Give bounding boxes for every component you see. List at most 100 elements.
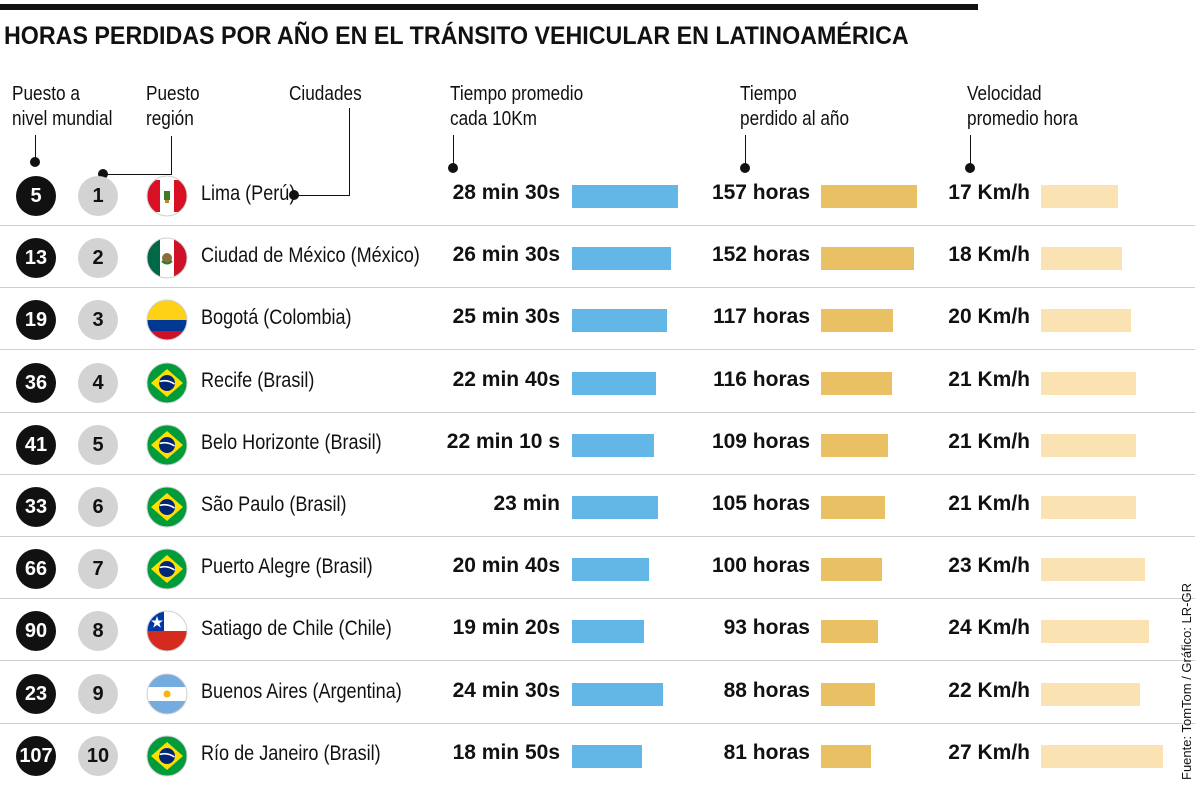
time-lost-label: 109 horas xyxy=(711,429,810,453)
region-rank-badge: 5 xyxy=(78,424,118,465)
header-time-lost-line2: perdido al año xyxy=(740,108,850,130)
table-row: 23 9 Buenos Aires (Argentina) 24 min 30s 88 … xyxy=(0,662,1195,724)
time-10km-label: 20 min 40s xyxy=(452,554,560,578)
time-lost-bar xyxy=(821,496,885,519)
city-name: São Paulo (Brasil) xyxy=(201,493,347,516)
world-rank-badge: 5 xyxy=(16,176,56,216)
world-rank-badge: 90 xyxy=(16,611,56,652)
time-lost-label: 88 horas xyxy=(723,678,810,702)
table-row: 36 4 Recife (Brasil) 22 min 40s 116 horas 21 … xyxy=(0,351,1195,413)
speed-bar xyxy=(1041,558,1145,582)
speed-label: 22 Km/h xyxy=(948,678,1030,702)
time-lost-label: 117 horas xyxy=(713,305,810,329)
leader-cities-horizontal xyxy=(294,195,350,196)
chart-title: HORAS PERDIDAS POR AÑO EN EL TRÁNSITO VE… xyxy=(4,22,909,50)
header-region-rank-line2: región xyxy=(146,108,194,130)
chile-flag-icon xyxy=(146,610,188,652)
leader-cities-dot xyxy=(289,190,299,200)
time-10km-label: 24 min 30s xyxy=(452,678,560,702)
table-row: 66 7 Puerto Alegre (Brasil) 20 min 40s 100 h… xyxy=(0,537,1195,600)
time-lost-label: 100 horas xyxy=(711,554,810,578)
time-10km-label: 22 min 10 s xyxy=(446,429,560,453)
row-divider xyxy=(0,598,1195,600)
header-cities: Ciudades xyxy=(289,82,362,107)
time-lost-label: 93 horas xyxy=(723,616,810,640)
header-time-10km-line1: Tiempo promedio xyxy=(450,83,584,105)
brasil-flag-icon xyxy=(146,735,188,777)
world-rank-badge: 23 xyxy=(16,673,56,714)
time-10km-bar xyxy=(572,496,658,519)
leader-time-dot xyxy=(448,163,458,173)
row-divider xyxy=(0,349,1195,351)
city-name: Buenos Aires (Argentina) xyxy=(201,679,402,703)
table-row: 13 2 Ciudad de México (México) 26 min 30s 15… xyxy=(0,226,1195,289)
city-name: Recife (Brasil) xyxy=(201,368,315,392)
speed-bar xyxy=(1041,185,1118,208)
speed-label: 18 Km/h xyxy=(948,243,1030,267)
top-rule xyxy=(0,4,978,10)
speed-bar xyxy=(1041,433,1136,457)
time-lost-label: 152 horas xyxy=(711,243,810,267)
region-rank-badge: 8 xyxy=(78,611,118,652)
time-lost-label: 116 horas xyxy=(713,367,810,391)
speed-bar xyxy=(1041,620,1149,644)
leader-lost xyxy=(745,135,746,167)
peru-flag-icon xyxy=(146,175,188,217)
time-lost-bar xyxy=(821,371,892,395)
speed-label: 24 Km/h xyxy=(948,616,1030,640)
region-rank-badge: 10 xyxy=(78,735,118,776)
city-name: Lima (Perú) xyxy=(201,182,296,205)
mexico-flag-icon xyxy=(146,237,188,279)
time-10km-bar xyxy=(572,433,654,457)
city-name: Río de Janeiro (Brasil) xyxy=(201,741,381,765)
brasil-flag-icon xyxy=(146,424,188,466)
time-10km-label: 19 min 20s xyxy=(452,616,560,640)
time-lost-bar xyxy=(821,185,917,208)
world-rank-badge: 41 xyxy=(16,424,56,465)
region-rank-badge: 2 xyxy=(78,238,118,279)
header-time-lost: Tiempo perdido al año xyxy=(740,82,849,132)
header-speed-line1: Velocidad xyxy=(967,83,1042,105)
time-10km-bar xyxy=(572,309,667,333)
world-rank-badge: 36 xyxy=(16,362,56,403)
speed-bar xyxy=(1041,682,1140,706)
table-row: 90 8 Satiago de Chile (Chile) 19 min 20s 93 … xyxy=(0,599,1195,662)
row-divider xyxy=(0,536,1195,537)
time-lost-bar xyxy=(821,558,882,582)
time-lost-bar xyxy=(821,309,893,333)
time-10km-bar xyxy=(572,185,678,208)
time-lost-label: 105 horas xyxy=(711,492,810,515)
table-row: 41 5 Belo Horizonte (Brasil) 22 min 10 s 109… xyxy=(0,413,1195,475)
speed-label: 17 Km/h xyxy=(948,181,1030,204)
row-divider xyxy=(0,473,1195,475)
region-rank-badge: 4 xyxy=(78,362,118,403)
world-rank-badge: 19 xyxy=(16,300,56,341)
header-time-10km-line2: cada 10Km xyxy=(450,108,538,130)
speed-label: 20 Km/h xyxy=(948,305,1030,329)
time-lost-bar xyxy=(821,682,875,706)
brasil-flag-icon xyxy=(146,486,188,528)
city-name: Puerto Alegre (Brasil) xyxy=(201,555,373,579)
row-divider xyxy=(0,722,1195,724)
time-lost-bar xyxy=(821,433,888,457)
time-10km-label: 28 min 30s xyxy=(452,181,560,204)
speed-label: 23 Km/h xyxy=(948,554,1030,578)
region-rank-badge: 3 xyxy=(78,300,118,341)
region-rank-badge: 9 xyxy=(78,673,118,714)
time-10km-bar xyxy=(572,744,642,768)
time-10km-bar xyxy=(572,558,649,582)
table-row: 5 1 Lima (Perú) 28 min 30s 157 horas 17 Km/h xyxy=(0,164,1195,226)
leader-speed-dot xyxy=(965,163,975,173)
city-name: Satiago de Chile (Chile) xyxy=(201,617,392,641)
leader-lost-dot xyxy=(740,163,750,173)
speed-label: 21 Km/h xyxy=(948,429,1030,453)
leader-cities-vertical xyxy=(349,108,350,196)
header-cities-line1: Ciudades xyxy=(289,83,362,105)
speed-bar xyxy=(1041,744,1163,768)
time-10km-bar xyxy=(572,371,656,395)
leader-time xyxy=(453,135,454,167)
speed-label: 27 Km/h xyxy=(948,740,1030,764)
time-lost-label: 81 horas xyxy=(723,740,810,764)
table-row: 33 6 São Paulo (Brasil) 23 min 105 horas 21 K… xyxy=(0,475,1195,537)
city-name: Bogotá (Colombia) xyxy=(201,306,352,330)
